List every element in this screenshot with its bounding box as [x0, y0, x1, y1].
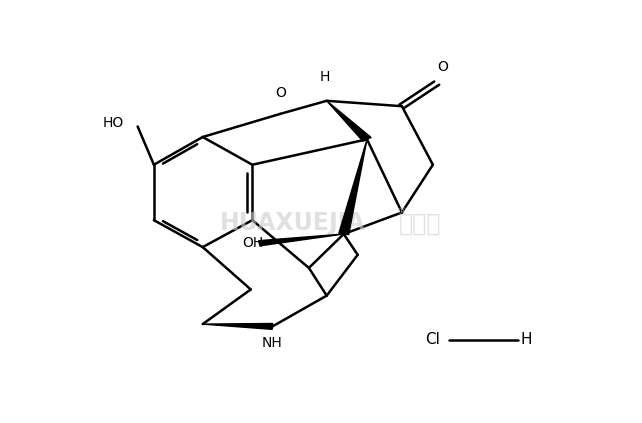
Text: O: O — [275, 86, 286, 100]
Text: H: H — [520, 332, 532, 347]
Text: 化学加: 化学加 — [399, 212, 441, 235]
Polygon shape — [259, 234, 343, 246]
Text: HO: HO — [103, 115, 124, 129]
Text: OH: OH — [242, 236, 264, 250]
Text: ®: ® — [396, 207, 407, 217]
Polygon shape — [203, 324, 273, 330]
Text: NH: NH — [262, 336, 283, 350]
Polygon shape — [327, 101, 371, 141]
Text: O: O — [438, 60, 449, 74]
Text: HUAXUEJIA: HUAXUEJIA — [220, 212, 365, 235]
Polygon shape — [339, 139, 367, 234]
Text: Cl: Cl — [426, 332, 440, 347]
Text: H: H — [319, 71, 329, 85]
